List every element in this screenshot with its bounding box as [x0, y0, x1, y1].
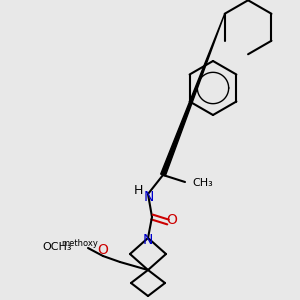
Text: O: O [98, 243, 108, 257]
Text: O: O [167, 213, 177, 227]
Polygon shape [161, 14, 225, 176]
Text: N: N [144, 190, 154, 204]
Text: N: N [143, 233, 153, 247]
Text: H: H [133, 184, 143, 197]
Text: OCH₃: OCH₃ [43, 242, 72, 252]
Text: methoxy: methoxy [61, 239, 98, 248]
Text: CH₃: CH₃ [192, 178, 213, 188]
